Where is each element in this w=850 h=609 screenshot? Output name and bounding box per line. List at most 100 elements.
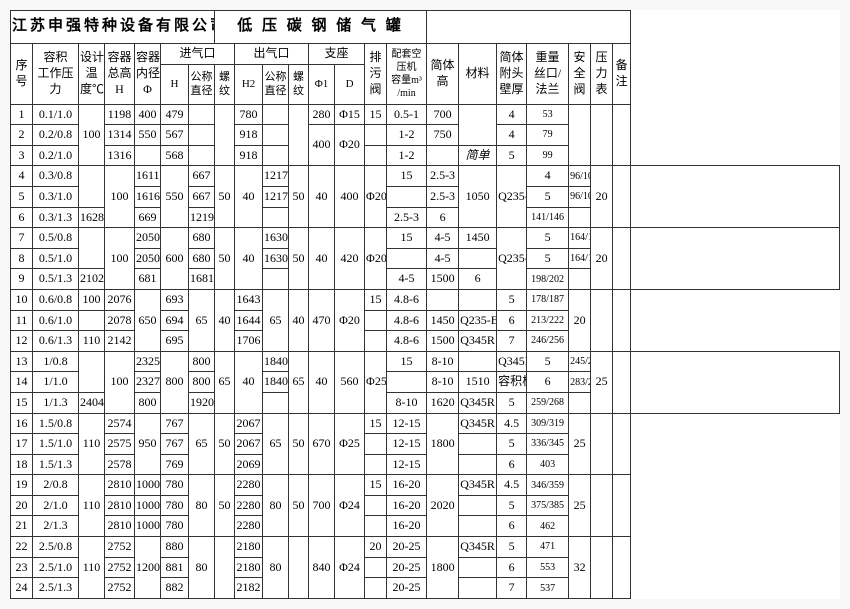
cell-comp: 0.5-1 [387, 104, 427, 125]
table-row: 100.6/0.81002076650693654016436540470Φ20… [11, 289, 840, 310]
cell-comp: 4-5 [387, 269, 427, 290]
cell-h: 2574 [105, 413, 135, 434]
cell-comp: 2.5-3 [387, 207, 427, 228]
cell-temp: 110 [79, 331, 105, 352]
cell-outH: 2067 [235, 434, 263, 455]
cell-mat [459, 495, 497, 516]
cell-comp: 1-2 [387, 125, 427, 146]
cell-body: 2020 [427, 475, 459, 537]
cell-comp: 4.8-6 [387, 289, 427, 310]
cell-outD: 80 [263, 475, 289, 537]
cell-vol: 1/1.0 [33, 372, 79, 393]
cell-gauge [591, 289, 613, 351]
cell-temp [79, 310, 105, 331]
cell-seq: 6 [11, 207, 33, 228]
cell-inD: 80 [189, 537, 215, 599]
cell-sup1: 400 [335, 166, 365, 228]
cell-comp: 8-10 [387, 392, 427, 413]
cell-seq: 3 [11, 145, 33, 166]
cell-drain: 15 [387, 228, 427, 249]
cell-mat [459, 454, 497, 475]
cell-wall: 5 [497, 537, 527, 558]
table-row: 40.3/0.81001611550667504012175040400Φ201… [11, 166, 840, 187]
cell-inH: 694 [161, 310, 189, 331]
cell-comp: 12-15 [387, 454, 427, 475]
cell-seq: 1 [11, 104, 33, 125]
cell-inH: 693 [161, 289, 189, 310]
cell-drain [263, 207, 289, 228]
cell-drain: 15 [387, 166, 427, 187]
cell-vol: 2.5/1.3 [33, 578, 79, 599]
cell-vol: 0.6/1.3 [33, 331, 79, 352]
table-row: 20.2/0.81314550567918400Φ201-2750479 [11, 125, 840, 146]
cell-id: 550 [135, 125, 161, 146]
cell-weight: 336/345 [527, 434, 569, 455]
cell-safety: 25 [591, 351, 613, 413]
cell-seq: 14 [11, 372, 33, 393]
cell-vol: 0.2/1.0 [33, 145, 79, 166]
cell-outD [263, 125, 289, 146]
cell-outH: 2180 [235, 537, 263, 558]
cell-outH: 1644 [235, 310, 263, 331]
cell-inT: 40 [215, 289, 235, 351]
cell-inD: 80 [189, 475, 215, 537]
column-header: 安全阀 [569, 44, 591, 105]
cell-outH: 1920 [189, 392, 215, 413]
cell-drain [365, 310, 387, 331]
cell-vol: 0.3/0.8 [33, 166, 79, 187]
cell-safety: 20 [569, 289, 591, 351]
cell-h: 2050 [135, 228, 161, 249]
cell-sup1: 670 [309, 413, 335, 475]
column-header: 压力表 [591, 44, 613, 105]
cell-h: 1616 [135, 186, 161, 207]
cell-weight: 213/222 [527, 310, 569, 331]
cell-weight: 164/170 [569, 248, 591, 269]
cell-safety: 20 [591, 166, 613, 228]
cell-vol: 0.6/1.0 [33, 310, 79, 331]
table-row: 161.5/0.81102574950767655020676550670Φ25… [11, 413, 840, 434]
cell-comp: 16-20 [387, 516, 427, 537]
cell-outH: 2067 [235, 413, 263, 434]
cell-note [631, 228, 840, 290]
cell-seq: 13 [11, 351, 33, 372]
cell-body: 750 [427, 125, 459, 146]
cell-outT: 40 [309, 351, 335, 413]
column-header: 螺纹 [215, 64, 235, 104]
cell-vol: 0.5/1.3 [33, 269, 79, 290]
cell-weight: 96/103 [569, 186, 591, 207]
cell-seq: 4 [11, 166, 33, 187]
cell-h: 1611 [135, 166, 161, 187]
cell-h: 2810 [105, 516, 135, 537]
cell-wall: 4 [497, 125, 527, 146]
column-header: 简体附头壁厚 [497, 44, 527, 105]
cell-weight: 259/268 [527, 392, 569, 413]
cell-sup2: Φ25 [335, 413, 365, 475]
cell-wall: 5 [497, 495, 527, 516]
cell-safety: 25 [569, 413, 591, 475]
column-header: 公称直径 [189, 64, 215, 104]
cell-drain [263, 269, 289, 290]
cell-drain [387, 248, 427, 269]
cell-weight: 246/256 [527, 331, 569, 352]
cell-weight: 537 [527, 578, 569, 599]
cell-inD: 65 [189, 413, 215, 475]
cell-drain [365, 145, 387, 166]
column-header: 公称直径 [263, 64, 289, 104]
cell-wall: 6 [459, 269, 497, 290]
cell-seq: 2 [11, 125, 33, 146]
cell-sup2: Φ15 [335, 104, 365, 125]
cell-mat: Q345R [459, 413, 497, 434]
cell-safety: 32 [569, 537, 591, 599]
cell-temp: 110 [79, 413, 105, 475]
cell-seq: 17 [11, 434, 33, 455]
cell-outH: 2280 [235, 475, 263, 496]
cell-inH: 667 [189, 186, 215, 207]
cell-drain: 15 [365, 413, 387, 434]
cell-vol: 2/1.0 [33, 495, 79, 516]
cell-h: 2078 [105, 310, 135, 331]
column-header: 容器总高H [105, 44, 135, 105]
cell-drain [365, 516, 387, 537]
cell-vol: 0.6/0.8 [33, 289, 79, 310]
cell-outT [289, 537, 309, 599]
cell-weight: 178/187 [527, 289, 569, 310]
